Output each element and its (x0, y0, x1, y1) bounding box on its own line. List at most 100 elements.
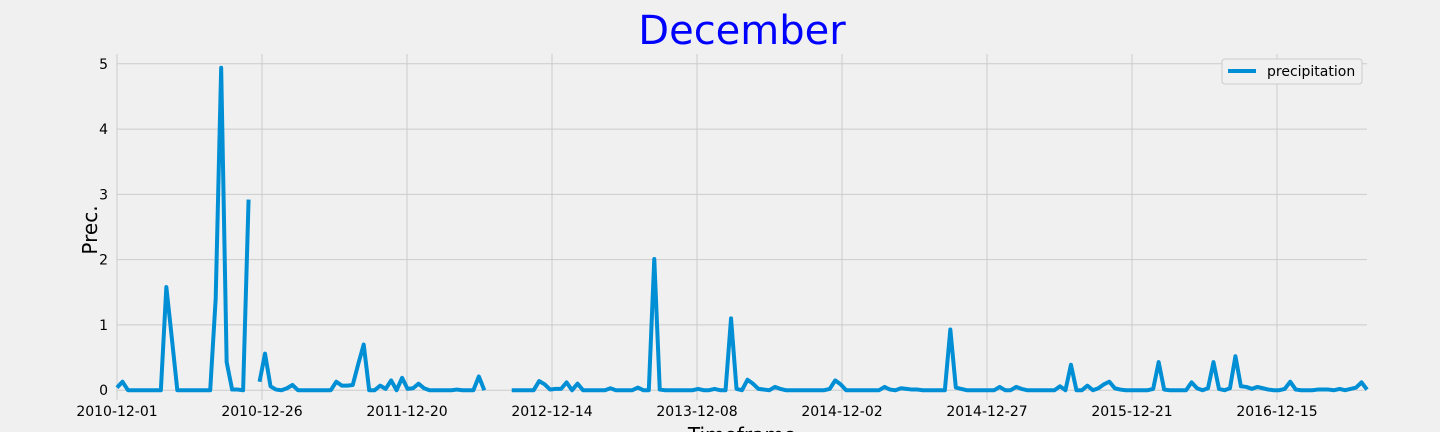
y-tick-label: 3 (99, 187, 108, 203)
data-point (833, 378, 837, 382)
data-point (1102, 382, 1106, 386)
data-point (137, 388, 141, 392)
data-point (1305, 388, 1309, 392)
data-point (532, 388, 536, 392)
data-point (883, 385, 887, 389)
data-point (718, 388, 722, 392)
grid (116, 54, 1367, 400)
data-point (510, 388, 514, 392)
data-point (362, 343, 366, 347)
data-point (767, 388, 771, 392)
data-point (1096, 386, 1100, 390)
data-point (334, 380, 338, 384)
data-point (729, 316, 733, 320)
data-point (142, 388, 146, 392)
data-point (460, 388, 464, 392)
data-point (789, 388, 793, 392)
data-point (636, 386, 640, 390)
data-point (959, 387, 963, 391)
data-point (384, 387, 388, 391)
data-point (554, 387, 558, 391)
data-point (888, 388, 892, 392)
data-point (658, 388, 662, 392)
data-point (976, 388, 980, 392)
data-point (290, 383, 294, 387)
data-point (1047, 388, 1051, 392)
data-point (932, 388, 936, 392)
data-point (855, 388, 859, 392)
y-tick-label: 2 (99, 253, 108, 269)
data-point (844, 388, 848, 392)
data-point (948, 327, 952, 331)
data-point (1069, 363, 1073, 367)
data-point (367, 388, 371, 392)
data-point (323, 388, 327, 392)
data-point (1244, 385, 1248, 389)
legend-box (1221, 58, 1363, 85)
data-point (899, 386, 903, 390)
data-point (1173, 388, 1177, 392)
data-point (400, 376, 404, 380)
data-point (773, 385, 777, 389)
data-point (565, 380, 569, 384)
data-point (175, 388, 179, 392)
data-point (455, 388, 459, 392)
data-point (1201, 388, 1205, 392)
data-point (269, 384, 273, 388)
data-point (1179, 388, 1183, 392)
data-point (373, 388, 377, 392)
y-tick-label: 4 (99, 122, 108, 138)
data-point (1250, 387, 1254, 391)
data-point (543, 382, 547, 386)
data-point (570, 388, 574, 392)
data-point (521, 388, 525, 392)
x-axis-ticks: 2010-12-01 2010-12-26 2011-12-20 2012-12-14… (76, 404, 1317, 420)
data-point (241, 388, 245, 392)
data-point (1184, 388, 1188, 392)
data-point (970, 388, 974, 392)
data-point (597, 388, 601, 392)
data-point (263, 352, 267, 356)
data-point (1058, 384, 1062, 388)
data-point (1255, 385, 1259, 389)
data-point (274, 388, 278, 392)
data-point (312, 388, 316, 392)
data-point (724, 388, 728, 392)
data-point (921, 388, 925, 392)
data-point (153, 388, 157, 392)
data-point (208, 388, 212, 392)
data-point (131, 388, 135, 392)
data-point (186, 388, 190, 392)
data-point (1190, 380, 1194, 384)
data-point (1085, 384, 1089, 388)
data-point (904, 387, 908, 391)
data-point (614, 388, 618, 392)
data-point (915, 388, 919, 392)
data-point (417, 382, 421, 386)
data-point (329, 388, 333, 392)
data-point (1195, 386, 1199, 390)
data-point (318, 388, 322, 392)
data-point (625, 388, 629, 392)
x-tick-label: 2012-12-14 (511, 404, 592, 420)
data-point (1338, 387, 1342, 391)
data-point (800, 388, 804, 392)
data-point (806, 388, 810, 392)
data-point (1283, 387, 1287, 391)
data-point (702, 388, 706, 392)
data-point (1063, 388, 1067, 392)
data-point (669, 388, 673, 392)
data-point (214, 297, 218, 301)
data-point (1140, 388, 1144, 392)
data-point (1091, 388, 1095, 392)
data-point (526, 388, 530, 392)
legend: precipitation (1221, 58, 1363, 85)
data-point (1003, 388, 1007, 392)
data-point (1321, 388, 1325, 392)
data-point (1124, 388, 1128, 392)
data-point (115, 386, 119, 390)
data-point (471, 388, 475, 392)
data-point (285, 386, 289, 390)
